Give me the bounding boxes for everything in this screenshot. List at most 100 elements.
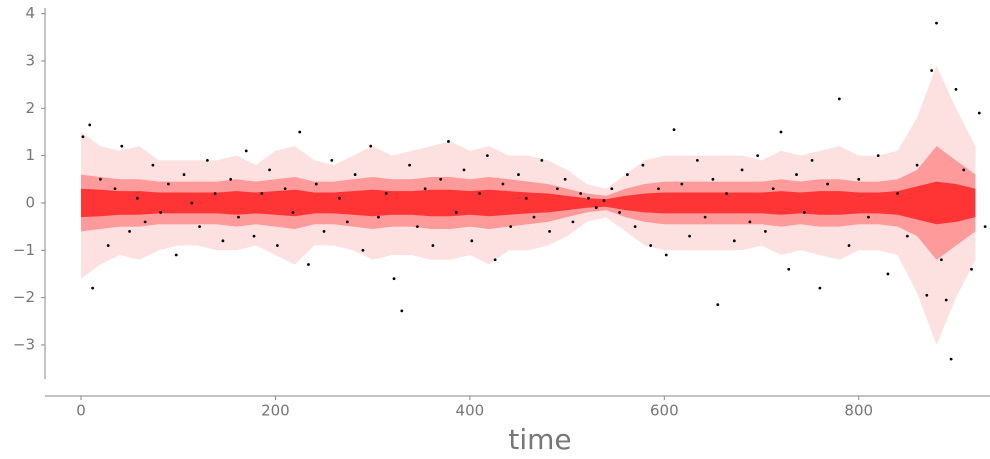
point — [485, 154, 489, 158]
point — [361, 248, 365, 252]
point — [447, 140, 450, 143]
band — [80, 181, 976, 225]
point — [524, 196, 528, 200]
point — [688, 234, 691, 238]
point — [977, 111, 981, 115]
point — [939, 258, 943, 262]
point — [748, 220, 752, 224]
point — [275, 244, 279, 247]
point — [493, 258, 497, 262]
y-tick-label: 2 — [25, 99, 35, 117]
point — [408, 163, 411, 167]
point — [641, 163, 645, 167]
x-tick-label: 200 — [261, 402, 290, 420]
point — [198, 225, 201, 229]
point — [135, 196, 139, 200]
point — [268, 168, 271, 172]
point — [415, 225, 419, 229]
point — [818, 286, 822, 290]
point — [454, 211, 458, 214]
point — [532, 215, 536, 219]
point — [167, 182, 170, 186]
point — [159, 211, 163, 214]
point — [983, 225, 987, 229]
point — [740, 168, 744, 172]
point — [915, 163, 919, 167]
point — [618, 211, 621, 214]
y-tick-label: −1 — [13, 241, 35, 259]
point — [732, 239, 736, 243]
point — [764, 229, 767, 233]
point — [949, 357, 953, 361]
point — [392, 277, 396, 281]
point — [509, 225, 513, 229]
point — [771, 187, 775, 191]
point — [190, 201, 194, 205]
point — [252, 234, 256, 238]
point — [99, 177, 102, 181]
point — [625, 173, 629, 176]
x-tick-label: 400 — [456, 402, 485, 420]
point — [260, 192, 264, 195]
point — [810, 158, 814, 162]
point — [501, 182, 505, 186]
point — [579, 192, 583, 195]
x-axis-label: time — [508, 423, 571, 456]
point — [548, 229, 551, 233]
point — [563, 177, 567, 181]
point — [143, 220, 147, 224]
point — [174, 253, 178, 257]
point — [400, 309, 404, 313]
x-tick-label: 800 — [844, 402, 873, 420]
point — [338, 196, 341, 200]
y-tick-label: −3 — [13, 335, 35, 353]
point — [369, 144, 373, 148]
point — [602, 199, 606, 202]
point — [649, 244, 653, 247]
point — [423, 187, 427, 191]
point — [664, 253, 668, 257]
point — [711, 177, 715, 181]
point — [672, 128, 676, 132]
point — [847, 244, 851, 247]
point — [716, 303, 720, 307]
point — [353, 173, 357, 176]
point — [540, 158, 544, 162]
point — [81, 135, 85, 139]
x-tick-label: 0 — [76, 402, 86, 420]
point — [725, 192, 728, 195]
point — [244, 149, 248, 153]
point — [91, 286, 95, 290]
point — [935, 21, 938, 25]
point — [680, 182, 684, 186]
point — [106, 244, 110, 247]
point — [462, 168, 466, 172]
point — [283, 187, 287, 191]
x-tick-label: 600 — [650, 402, 679, 420]
point — [795, 173, 798, 176]
point — [478, 192, 481, 195]
point — [470, 239, 474, 243]
point — [517, 173, 520, 176]
point — [657, 187, 660, 191]
point — [826, 182, 830, 186]
point — [205, 158, 209, 162]
point — [555, 187, 559, 191]
point — [377, 215, 380, 219]
point — [925, 293, 929, 297]
point — [610, 187, 614, 191]
point — [594, 206, 598, 210]
y-tick-label: −2 — [13, 288, 35, 306]
point — [330, 158, 334, 162]
point — [876, 154, 880, 158]
point — [970, 267, 973, 271]
point — [128, 229, 131, 233]
point — [962, 168, 966, 172]
y-tick-label: 1 — [25, 146, 35, 164]
point — [120, 144, 124, 148]
point — [182, 173, 186, 176]
point — [88, 123, 92, 127]
point — [291, 211, 295, 214]
point — [779, 130, 783, 134]
